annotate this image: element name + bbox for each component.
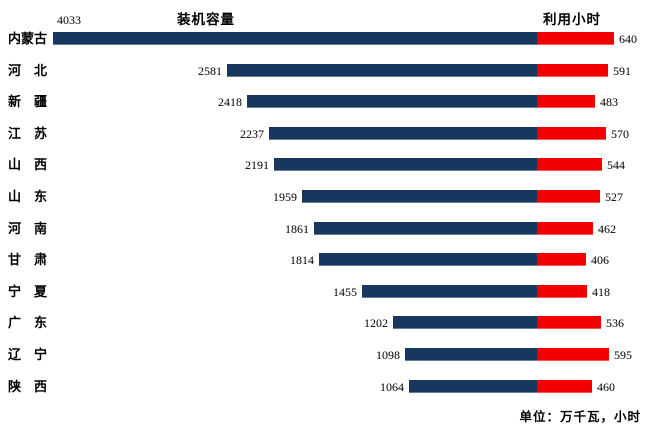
- capacity-value-label: 1814: [290, 253, 314, 267]
- capacity-value-label: 4033: [57, 13, 81, 27]
- hours-bar: [537, 95, 595, 108]
- category-label: 河 南: [8, 221, 48, 236]
- hours-bar: [537, 380, 592, 393]
- capacity-bar: [227, 64, 537, 77]
- capacity-value-label: 1202: [364, 316, 388, 330]
- hours-bar: [537, 127, 606, 140]
- category-label: 山 东: [8, 189, 48, 204]
- hours-value-label: 591: [613, 64, 631, 78]
- left-series-title: 装机容量: [177, 12, 235, 27]
- hours-bar: [537, 285, 587, 298]
- hours-bar: [537, 32, 614, 45]
- hours-bar: [537, 316, 601, 329]
- capacity-value-label: 1098: [376, 348, 400, 362]
- capacity-bar: [393, 316, 537, 329]
- capacity-value-label: 1861: [285, 222, 309, 236]
- capacity-bar: [53, 32, 537, 45]
- category-label: 宁 夏: [8, 284, 48, 299]
- hours-value-label: 460: [597, 380, 615, 394]
- hours-value-label: 570: [611, 127, 629, 141]
- category-label: 甘 肃: [8, 252, 48, 267]
- hours-bar: [537, 190, 600, 203]
- hours-value-label: 406: [591, 253, 609, 267]
- unit-note: 单位：万千瓦，小时: [519, 410, 641, 424]
- category-label: 内蒙古: [8, 31, 48, 46]
- category-label: 广 东: [8, 315, 48, 330]
- hours-value-label: 483: [600, 95, 618, 109]
- capacity-value-label: 2191: [245, 158, 269, 172]
- capacity-value-label: 2237: [240, 127, 264, 141]
- category-label: 河 北: [8, 63, 48, 78]
- category-label: 辽 宁: [8, 347, 48, 362]
- capacity-bar: [274, 158, 537, 171]
- category-label: 江 苏: [8, 126, 48, 141]
- capacity-bar: [314, 222, 537, 235]
- capacity-bar: [405, 348, 537, 361]
- hours-value-label: 544: [607, 158, 625, 172]
- hours-bar: [537, 222, 593, 235]
- category-label: 山 西: [8, 157, 48, 172]
- capacity-value-label: 2418: [218, 95, 242, 109]
- hours-bar: [537, 158, 602, 171]
- hours-bar: [537, 64, 608, 77]
- capacity-bar: [269, 127, 537, 140]
- capacity-value-label: 1064: [380, 380, 404, 394]
- hours-value-label: 536: [606, 316, 624, 330]
- capacity-value-label: 1959: [273, 190, 297, 204]
- category-label: 陕 西: [8, 379, 48, 394]
- hours-value-label: 418: [592, 285, 610, 299]
- capacity-bar: [409, 380, 537, 393]
- capacity-bar: [319, 253, 537, 266]
- category-label: 新 疆: [8, 94, 48, 109]
- capacity-value-label: 2581: [198, 64, 222, 78]
- hours-value-label: 527: [605, 190, 623, 204]
- hours-value-label: 462: [598, 222, 616, 236]
- hours-bar: [537, 348, 609, 361]
- capacity-bar: [362, 285, 537, 298]
- capacity-bar: [247, 95, 537, 108]
- hours-bar: [537, 253, 586, 266]
- capacity-bar: [302, 190, 537, 203]
- hours-value-label: 595: [614, 348, 632, 362]
- right-series-title: 利用小时: [543, 12, 601, 27]
- hours-value-label: 640: [619, 32, 637, 46]
- capacity-value-label: 1455: [333, 285, 357, 299]
